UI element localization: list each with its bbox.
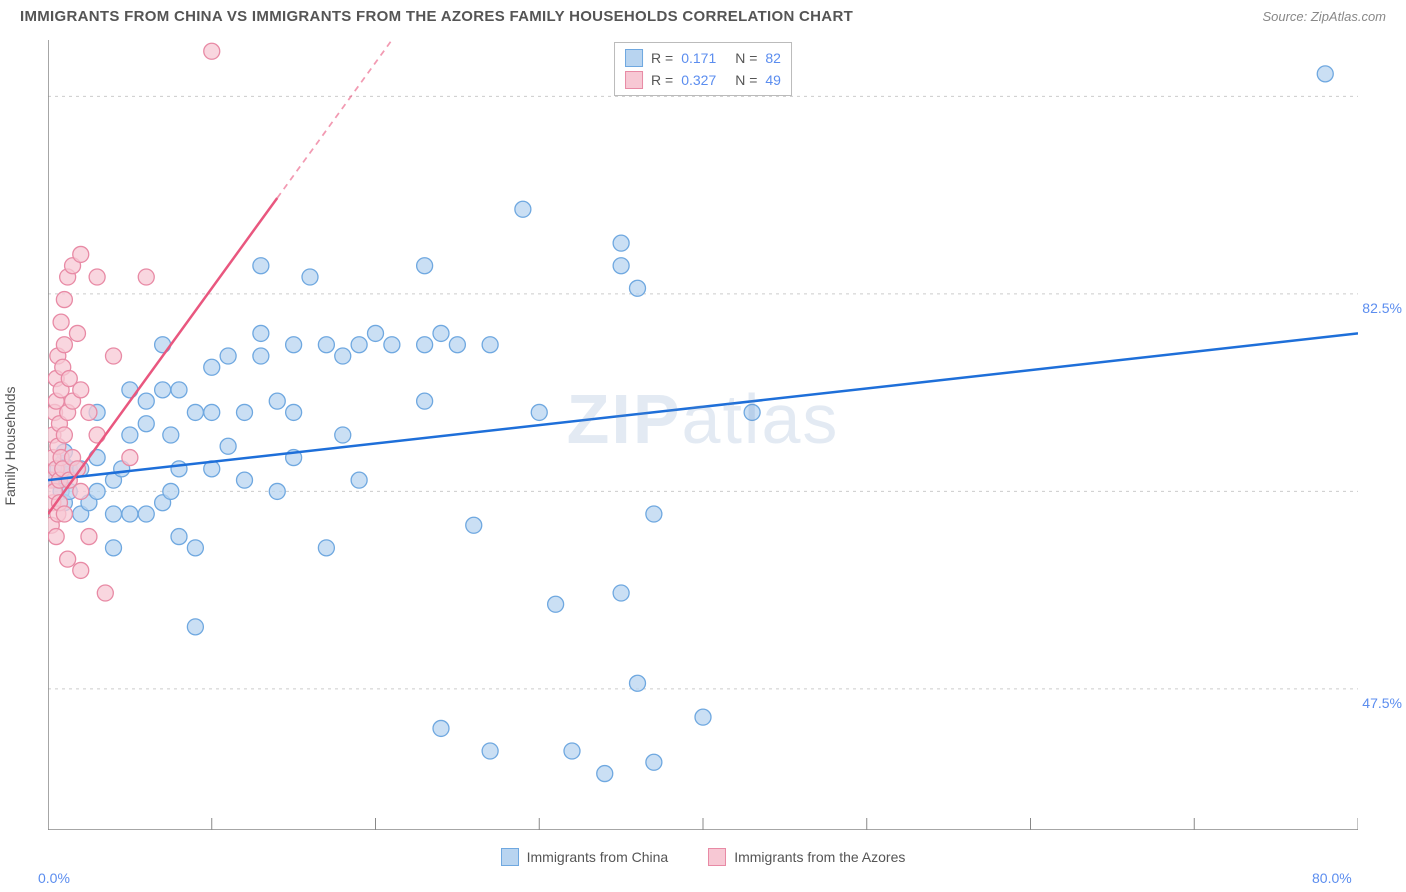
n-label: N = [735, 47, 757, 69]
swatch-icon [708, 848, 726, 866]
x-tick: 0.0% [38, 870, 70, 886]
legend-stat-row: R = 0.171 N = 82 [625, 47, 781, 69]
legend-label: Immigrants from the Azores [734, 849, 905, 865]
y-tick: 47.5% [1362, 695, 1402, 711]
y-tick: 82.5% [1362, 300, 1402, 316]
y-axis-label: Family Households [2, 386, 18, 505]
plot-area: R =0.171N =82R =0.327N =49 ZIPatlas 47.5… [48, 40, 1358, 830]
source-label: Source: ZipAtlas.com [1262, 9, 1386, 24]
legend-item: Immigrants from the Azores [708, 848, 905, 866]
swatch-icon [625, 71, 643, 89]
n-label: N = [735, 69, 757, 91]
r-value: 0.327 [681, 69, 727, 91]
r-label: R = [651, 47, 673, 69]
legend-series: Immigrants from China Immigrants from the… [48, 848, 1358, 866]
legend-stats: R = 0.171 N = 82 R = 0.327 N = 49 [614, 42, 792, 96]
legend-stat-row: R = 0.327 N = 49 [625, 69, 781, 91]
r-value: 0.171 [681, 47, 727, 69]
r-label: R = [651, 69, 673, 91]
x-tick: 80.0% [1312, 870, 1352, 886]
chart-title: IMMIGRANTS FROM CHINA VS IMMIGRANTS FROM… [20, 8, 853, 25]
swatch-icon [501, 848, 519, 866]
n-value: 82 [765, 47, 781, 69]
n-value: 49 [765, 69, 781, 91]
swatch-icon [625, 49, 643, 67]
legend-label: Immigrants from China [527, 849, 669, 865]
scatter-chart [48, 40, 1358, 830]
legend-item: Immigrants from China [501, 848, 669, 866]
